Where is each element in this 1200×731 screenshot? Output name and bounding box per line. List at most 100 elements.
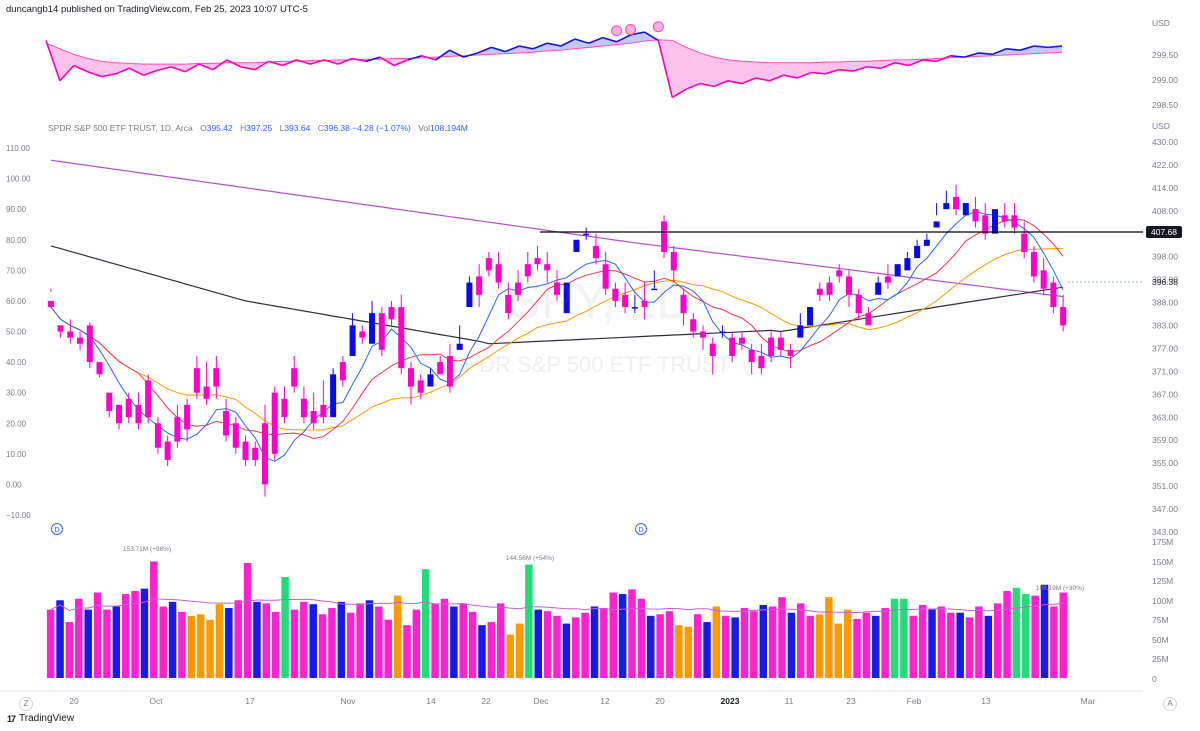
candle-body (437, 362, 444, 375)
volume-bar (975, 606, 983, 678)
volume-bar (421, 569, 430, 678)
volume-bar (1040, 584, 1049, 678)
volume-bar (215, 604, 224, 678)
indicator-series-1-segment (157, 66, 172, 72)
candle-body (953, 196, 960, 210)
indicator-series-1-segment (407, 54, 423, 61)
indicator-fill-segment (1034, 46, 1049, 54)
indicator-series-1-segment (811, 71, 826, 75)
volume-bar (872, 615, 880, 678)
volume-bar (450, 606, 458, 678)
volume-bar (993, 603, 1002, 678)
zoom-button[interactable]: Z (19, 697, 33, 711)
candle-body (962, 203, 969, 216)
indicator-fill-segment (519, 46, 534, 53)
left-price-tick: 80.00 (6, 236, 27, 245)
indicator-series-1-segment (783, 74, 798, 79)
right-price-tick: 422.00 (1152, 160, 1178, 170)
candle-body (145, 380, 152, 418)
candle-body (427, 374, 434, 387)
candle-body (787, 349, 794, 356)
volume-bar (862, 612, 871, 678)
candle-body (583, 233, 590, 236)
low-value: 393.64 (284, 123, 311, 133)
candle-body (388, 307, 395, 320)
right-price-tick: 363.00 (1152, 412, 1178, 422)
candle-body (709, 343, 716, 356)
volume-bar (825, 597, 833, 678)
volume-bar (140, 588, 149, 678)
volume-bar (300, 601, 308, 678)
candle-body (232, 423, 239, 448)
indicator-series-1-segment (727, 79, 743, 85)
indicator-series-1-segment (435, 49, 451, 61)
x-axis-tick: Oct (149, 696, 163, 706)
indicator-series-1-segment (769, 74, 784, 82)
candle-body (865, 313, 872, 326)
indicator-series-1-segment (324, 59, 339, 65)
left-price-tick: 100.00 (6, 175, 31, 184)
right-price-tick: 408.00 (1152, 206, 1178, 216)
candle-body (154, 423, 161, 448)
indicator-fill-segment (602, 37, 617, 46)
candle-body (991, 209, 999, 234)
candle-body (836, 270, 843, 277)
indicator-series-1-segment (449, 49, 464, 58)
volume-bar (656, 614, 664, 678)
indicator-fill-segment (73, 54, 88, 72)
candle-body (690, 319, 697, 332)
candle-body (271, 392, 278, 454)
volume-bar (618, 594, 627, 678)
indicator-series-1-segment (226, 59, 242, 68)
candle-body (223, 411, 230, 436)
left-price-tick: −10.00 (6, 511, 31, 520)
volume-panel: 153.71M (+98%) 144.56M (+54%) 108.19M (+30… (46, 546, 1084, 678)
indicator-series-1-segment (170, 66, 186, 73)
left-price-tick: 110.00 (6, 144, 30, 153)
x-axis-tick: 11 (785, 696, 794, 706)
top-panel-currency: USD (1152, 18, 1170, 28)
level-price-tag (1146, 226, 1182, 238)
volume-bar (984, 615, 993, 678)
indicator-series-1-segment (504, 45, 520, 53)
indicator-panel (45, 21, 1063, 99)
indicator-fill-segment (560, 39, 575, 51)
volume-bar (647, 615, 655, 678)
volume-bar (900, 598, 908, 678)
indicator-fill-segment (87, 58, 102, 77)
left-price-tick: 20.00 (6, 419, 27, 428)
candle-body (378, 313, 385, 350)
candle-body (768, 337, 775, 356)
volume-bar (750, 611, 758, 678)
candle-body (242, 441, 249, 460)
volume-bar (815, 614, 824, 678)
volume-bar (346, 612, 355, 678)
candle-body (602, 264, 609, 289)
candle-body (807, 307, 814, 326)
right-price-tick: 393.00 (1152, 275, 1178, 285)
auto-scale-button[interactable]: A (1163, 697, 1177, 711)
indicator-series-1-segment (894, 61, 910, 67)
indicator-fill-segment (825, 62, 840, 74)
indicator-series-1-segment (73, 64, 89, 73)
candle-body (184, 404, 191, 430)
indicator-series-1-segment (491, 46, 506, 53)
candle-body (904, 258, 911, 271)
tradingview-logo-icon: 17 (7, 713, 16, 724)
volume-bar (356, 603, 364, 678)
volume-bar (431, 603, 439, 678)
indicator-series-1-segment (797, 71, 812, 79)
left-price-tick: 30.00 (6, 389, 27, 398)
candle-body (923, 239, 930, 246)
right-price-tick: 347.00 (1152, 504, 1178, 514)
indicator-series-1-segment (644, 31, 659, 42)
candle-body (77, 337, 84, 344)
left-price-tick: 0.00 (6, 480, 22, 489)
close-value: 396.38 (323, 123, 350, 133)
indicator-fill-segment (783, 62, 798, 78)
indicator-series-1-segment (657, 40, 674, 98)
volume-bar (121, 594, 130, 678)
x-axis-tick: 12 (600, 696, 610, 706)
candle-body (300, 398, 307, 418)
x-axis-tick: Dec (533, 696, 549, 706)
